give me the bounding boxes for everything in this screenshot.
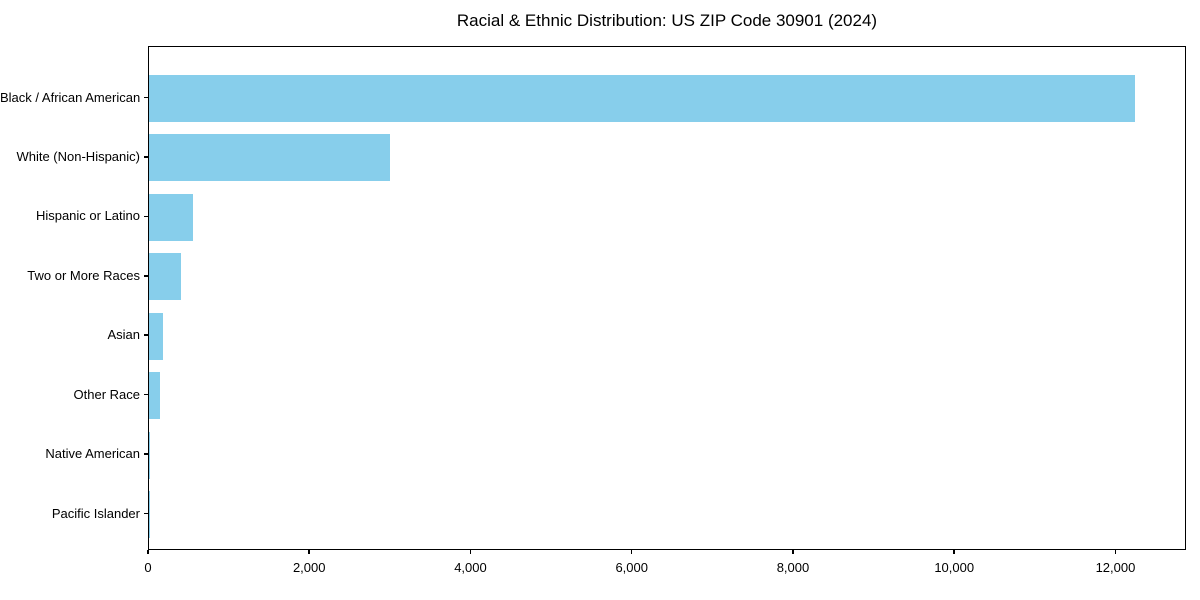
x-tick-label-5: 10,000 <box>934 560 975 575</box>
x-tick-3 <box>630 550 633 554</box>
y-tick-6 <box>144 453 148 455</box>
chart-title: Racial & Ethnic Distribution: US ZIP Cod… <box>456 11 878 30</box>
x-tick-label-1: 2,000 <box>292 560 326 575</box>
bar-1 <box>149 134 391 182</box>
x-tick-1 <box>308 550 310 554</box>
x-tick-label-4: 8,000 <box>776 560 810 575</box>
bar-5 <box>149 372 160 420</box>
y-label-2: Hispanic or Latino <box>35 208 140 224</box>
y-tick-0 <box>144 96 148 99</box>
plot-area <box>148 46 1186 550</box>
bar-2 <box>149 193 194 241</box>
y-tick-2 <box>144 215 148 218</box>
x-tick-label-2: 4,000 <box>454 560 487 575</box>
x-tick-label-0: 0 <box>144 560 152 575</box>
y-tick-1 <box>144 156 148 158</box>
x-tick-4 <box>792 550 794 554</box>
bar-3 <box>149 253 182 301</box>
y-tick-3 <box>144 275 148 277</box>
y-label-3: Two or More Races <box>27 267 140 283</box>
y-label-5: Other Race <box>73 386 140 402</box>
y-tick-7 <box>144 512 148 515</box>
y-label-1: White (Non-Hispanic) <box>16 148 140 164</box>
x-tick-2 <box>469 550 472 554</box>
x-tick-label-3: 6,000 <box>615 560 648 575</box>
y-label-0: Black / African American <box>0 89 141 105</box>
y-label-6: Native American <box>45 446 140 462</box>
x-tick-label-6: 12,000 <box>1095 560 1136 575</box>
x-tick-0 <box>147 550 149 554</box>
x-tick-6 <box>1114 550 1117 554</box>
y-tick-5 <box>144 393 148 396</box>
bar-4 <box>149 312 164 360</box>
y-tick-4 <box>144 334 148 336</box>
x-tick-5 <box>953 550 955 554</box>
bar-0 <box>149 75 1135 122</box>
bar-6 <box>149 431 150 479</box>
y-label-4: Asian <box>107 327 140 343</box>
y-label-7: Pacific Islander <box>51 505 140 521</box>
